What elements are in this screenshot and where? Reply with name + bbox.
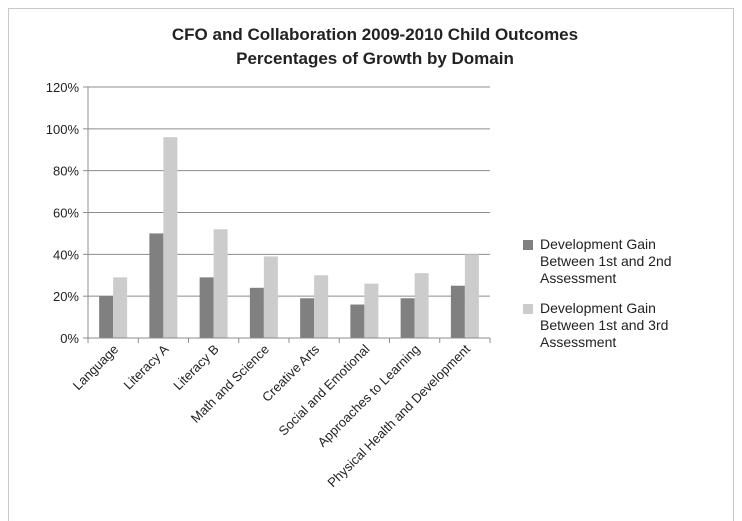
legend-label-2: Assessment <box>540 334 616 350</box>
gridlines <box>88 86 490 297</box>
legend-label-2: Development Gain <box>540 300 656 316</box>
y-tick-label: 100% <box>46 122 80 137</box>
bar-series-2-social-and-emotional <box>364 283 379 338</box>
legend-label-2: Between 1st and 3rd <box>540 317 668 333</box>
chart-title: CFO and Collaboration 2009-2010 Child Ou… <box>172 25 578 44</box>
legend-label-1: Development Gain <box>540 236 656 252</box>
y-tick-label: 40% <box>53 247 79 262</box>
chart-frame <box>8 8 734 521</box>
x-tick-label: Social and Emotional <box>276 341 373 438</box>
legend-label-1: Between 1st and 2nd <box>540 253 672 269</box>
bar-series-2-math-and-science <box>263 256 278 338</box>
y-tick-label: 20% <box>53 289 79 304</box>
y-tick-label: 60% <box>53 206 79 221</box>
bar-series-1-math-and-science <box>249 287 264 338</box>
bar-series-1-physical-health-and-development <box>450 285 465 338</box>
legend-label-1: Assessment <box>540 270 616 286</box>
bars <box>99 137 479 338</box>
bar-series-1-social-and-emotional <box>350 304 365 338</box>
bar-series-1-creative-arts <box>300 298 315 338</box>
bar-series-2-creative-arts <box>314 275 329 338</box>
bar-series-2-physical-health-and-development <box>464 254 479 338</box>
y-axis-ticks: 0% 20% 40% 60% 80% 100% 120% <box>46 80 80 346</box>
bar-series-2-literacy-a <box>163 137 178 338</box>
bar-series-1-literacy-a <box>149 233 164 338</box>
bar-series-2-approaches-to-learning <box>414 273 429 338</box>
chart-subtitle: Percentages of Growth by Domain <box>236 49 514 68</box>
bar-series-2-language <box>113 277 128 338</box>
axes <box>83 86 491 343</box>
bar-series-2-literacy-b <box>213 229 228 338</box>
y-tick-label: 120% <box>46 80 80 95</box>
x-tick-label: Language <box>70 342 122 394</box>
x-tick-label: Approaches to Learning <box>315 342 423 450</box>
legend-swatch-2 <box>523 304 533 314</box>
bar-series-1-literacy-b <box>199 277 214 338</box>
y-tick-label: 80% <box>53 164 79 179</box>
legend-swatch-1 <box>523 240 533 250</box>
x-tick-label: Literacy A <box>121 341 172 392</box>
x-tick-label: Literacy B <box>170 342 221 393</box>
y-tick-label: 0% <box>60 331 79 346</box>
bar-series-1-approaches-to-learning <box>400 298 415 338</box>
bar-series-1-language <box>99 296 114 338</box>
